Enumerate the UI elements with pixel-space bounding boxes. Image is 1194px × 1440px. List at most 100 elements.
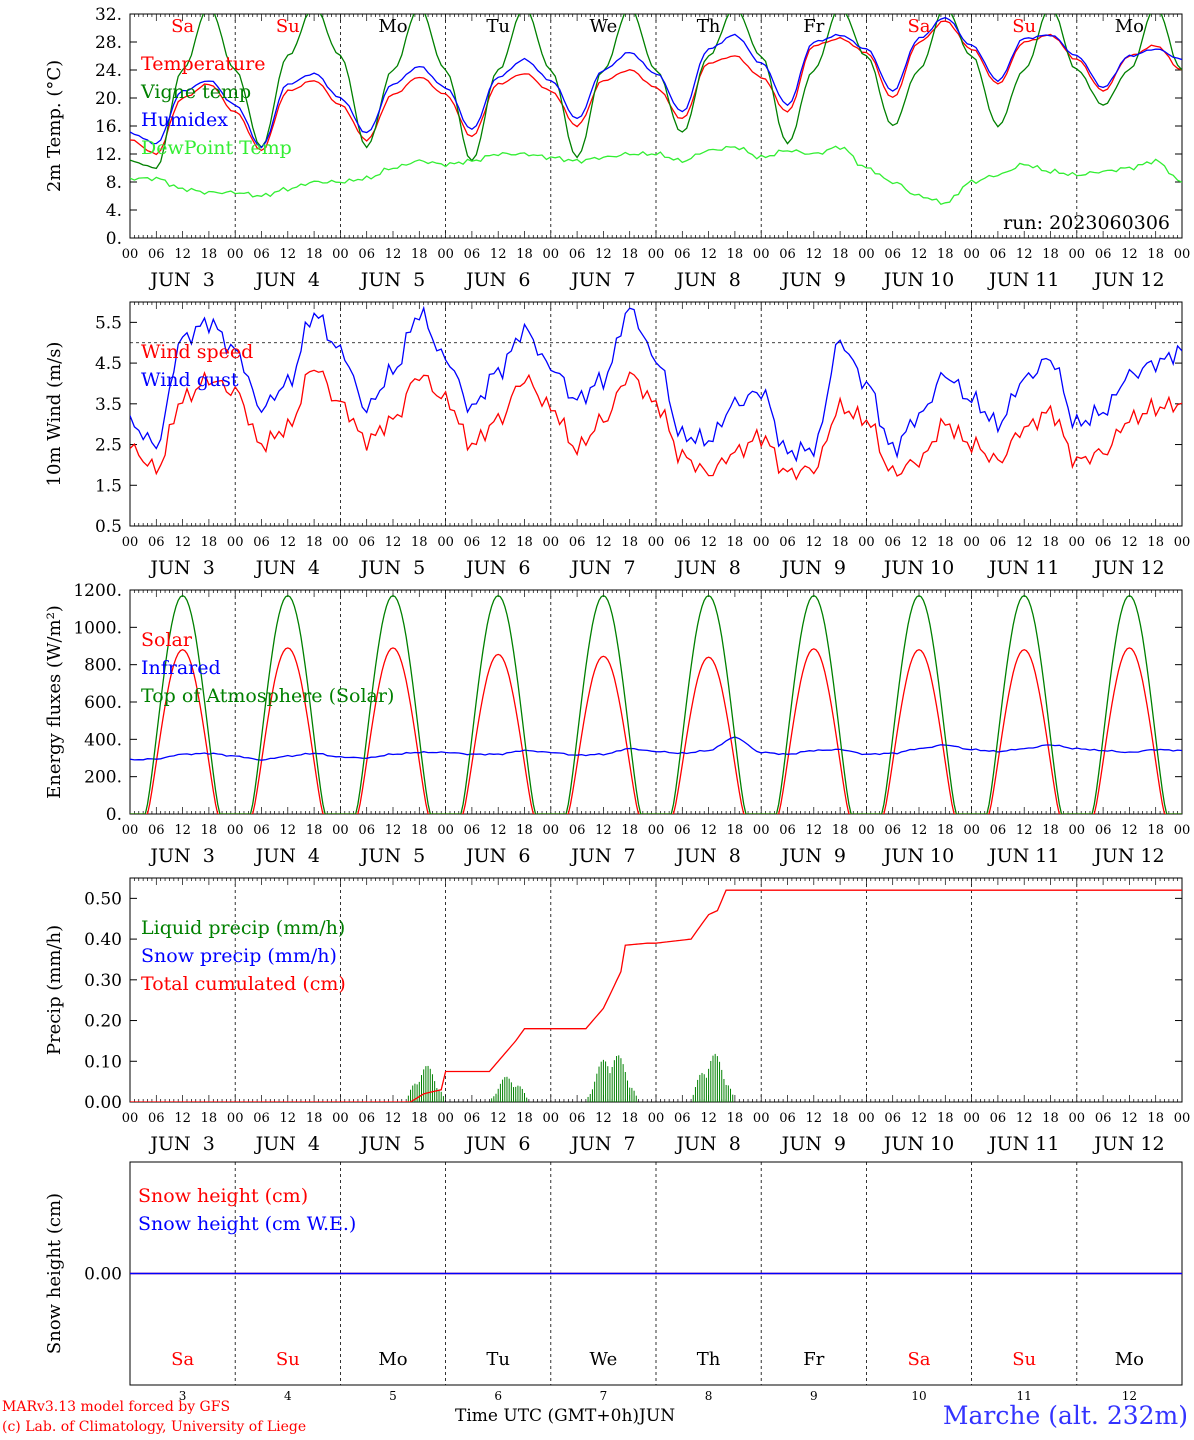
hour-tick-label: 18 [621, 535, 638, 550]
hour-tick-label: 06 [884, 1111, 901, 1126]
hour-tick-label: 00 [1174, 1111, 1191, 1126]
hour-tick-label: 00 [753, 1111, 770, 1126]
x-axis-month: JUN [639, 1406, 676, 1426]
hour-tick-label: 12 [385, 247, 402, 262]
weekday-label: Su [1012, 16, 1036, 37]
hour-tick-label: 00 [1069, 247, 1086, 262]
day-label: JUN 6 [464, 269, 530, 291]
footer: MARv3.13 model forced by GFS (c) Lab. of… [0, 1395, 1194, 1440]
hour-tick-label: 06 [464, 247, 481, 262]
day-label: JUN 8 [674, 845, 740, 867]
day-label: JUN 3 [148, 557, 214, 579]
hour-tick-label: 00 [963, 1111, 980, 1126]
hour-tick-label: 18 [621, 823, 638, 838]
hour-tick-label: 00 [963, 823, 980, 838]
series-gust-line [130, 305, 1182, 463]
day-label: JUN 8 [674, 269, 740, 291]
hour-tick-label: 18 [727, 247, 744, 262]
hour-tick-label: 18 [516, 535, 533, 550]
day-number-label: 10 [911, 1389, 926, 1403]
hour-tick-label: 06 [779, 535, 796, 550]
y-tick-label: 0. [106, 229, 122, 249]
hour-tick-label: 12 [911, 823, 928, 838]
series-humidex-line [130, 16, 1182, 149]
hour-tick-label: 18 [832, 1111, 849, 1126]
lab-credit: (c) Lab. of Climatology, University of L… [2, 1419, 307, 1435]
day-label: JUN 10 [882, 269, 954, 291]
day-label: JUN 10 [882, 845, 954, 867]
hour-tick-label: 00 [753, 247, 770, 262]
hour-tick-label: 12 [280, 823, 297, 838]
hour-tick-label: 18 [727, 1111, 744, 1126]
legend-vigne: Vigne temp [140, 81, 251, 103]
legend-gust: Wind gust [141, 369, 239, 391]
hour-tick-label: 00 [753, 823, 770, 838]
y-tick-label: 0.10 [84, 1052, 122, 1072]
day-number-label: 6 [494, 1389, 502, 1403]
day-label: JUN 12 [1092, 557, 1164, 579]
hour-tick-label: 12 [1016, 247, 1033, 262]
legend-toa: Top of Atmosphere (Solar) [141, 685, 394, 707]
liquid-precip-bars [407, 1053, 734, 1102]
weekday-label: Sa [171, 16, 194, 37]
panel-4: 00 06 12 18 00 06 12 18 00 06 12 18 00 06 12 18 00 06 12 18… [44, 877, 1191, 1155]
y-tick-label: 2.5 [95, 436, 122, 456]
hour-tick-label: 12 [280, 1111, 297, 1126]
hour-tick-label: 06 [253, 1111, 270, 1126]
hour-tick-label: 06 [569, 535, 586, 550]
hour-tick-label: 18 [411, 1111, 428, 1126]
hour-tick-label: 18 [1042, 823, 1059, 838]
day-label: JUN 11 [987, 1133, 1059, 1155]
legend-liquid: Liquid precip (mm/h) [141, 917, 345, 939]
hour-tick-label: 00 [437, 247, 454, 262]
hour-tick-label: 06 [674, 247, 691, 262]
hour-tick-label: 00 [437, 535, 454, 550]
day-label: JUN 4 [254, 1133, 320, 1155]
weekday-label: Sa [907, 16, 930, 37]
y-tick-label: 0.20 [84, 1012, 122, 1032]
y-tick-label: 16. [95, 117, 122, 137]
hour-tick-label: 12 [806, 535, 823, 550]
day-label: JUN 3 [148, 845, 214, 867]
hour-tick-label: 18 [201, 247, 218, 262]
x-axis-title: Time UTC (GMT+0h)JUN [455, 1406, 675, 1426]
day-number-label: 7 [600, 1389, 608, 1403]
hour-tick-label: 06 [1095, 247, 1112, 262]
weekday-label: Sa [907, 1349, 930, 1370]
hour-tick-label: 12 [595, 247, 612, 262]
hour-tick-label: 18 [621, 1111, 638, 1126]
day-label: JUN 5 [359, 1133, 425, 1155]
hour-tick-label: 00 [1174, 535, 1191, 550]
hour-tick-label: 06 [779, 1111, 796, 1126]
y-axis-label: 2m Temp. (°C) [44, 60, 65, 192]
plot-lines [130, 305, 1182, 481]
hour-tick-label: 18 [516, 823, 533, 838]
hour-tick-label: 12 [911, 535, 928, 550]
hour-tick-label: 06 [148, 1111, 165, 1126]
hour-tick-label: 06 [358, 823, 375, 838]
hour-tick-label: 00 [227, 823, 244, 838]
hour-tick-label: 12 [595, 1111, 612, 1126]
series-cum-line [130, 889, 1182, 1102]
day-label: JUN 5 [359, 557, 425, 579]
day-number-label: 5 [389, 1389, 397, 1403]
hour-tick-label: 12 [1016, 823, 1033, 838]
weekday-label: Fr [803, 1349, 824, 1370]
hour-tick-label: 18 [516, 1111, 533, 1126]
series-vigne-line [130, 14, 1182, 170]
hour-tick-label: 18 [306, 823, 323, 838]
weekday-label: Fr [803, 16, 824, 37]
weekday-label: Sa [171, 1349, 194, 1370]
y-tick-label: 0. [106, 805, 122, 825]
hour-tick-label: 00 [963, 247, 980, 262]
day-label: JUN 6 [464, 1133, 530, 1155]
y-tick-label: 0.00 [84, 1093, 122, 1113]
plot-lines [130, 889, 1182, 1102]
hour-tick-label: 00 [1174, 247, 1191, 262]
series-dew-line [130, 145, 1182, 206]
day-number-label: 8 [705, 1389, 713, 1403]
hour-tick-label: 06 [358, 535, 375, 550]
hour-tick-label: 06 [779, 247, 796, 262]
plot-frame [129, 301, 1183, 527]
y-tick-label: 0.00 [84, 1265, 122, 1285]
